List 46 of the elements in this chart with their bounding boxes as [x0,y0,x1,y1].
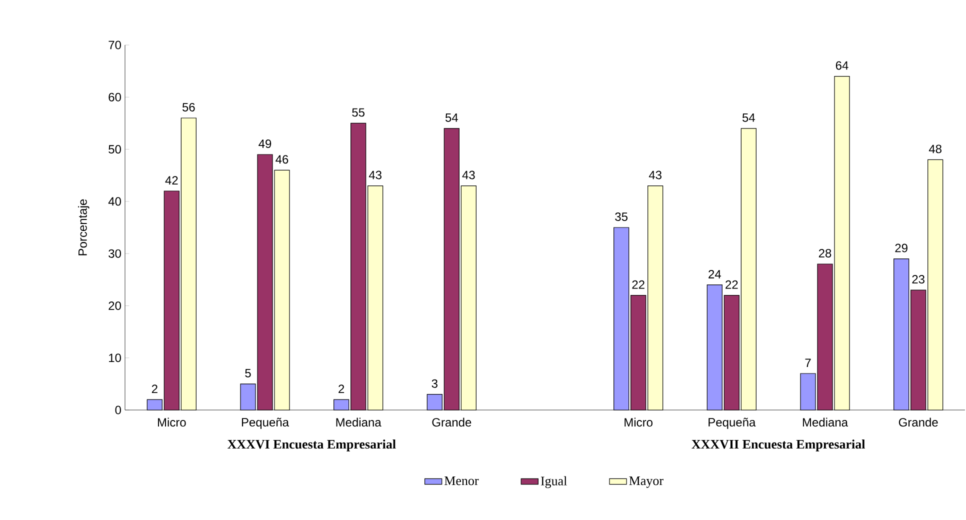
data-label: 7 [805,358,811,367]
y-tick-label: 30 [108,249,122,258]
text: XXXVI Encuesta Empresarial [228,440,396,452]
x-tick-label: Micro [624,418,652,427]
x-tick-label: Micro [158,418,186,427]
y-tick-label: 20 [108,301,122,310]
x-tick-label: Mediana [802,418,848,427]
data-label: 22 [726,280,738,289]
x-tick-label: Mediana [336,418,382,427]
data-label: 43 [462,170,475,180]
data-label: 48 [928,144,942,154]
data-label: 54 [742,114,755,122]
x-tick-label: Grande [898,418,938,427]
data-label: 43 [368,170,382,180]
data-label: 2 [152,384,158,394]
data-label: 24 [708,270,721,278]
data-label: 42 [165,176,178,184]
legend-label: Mayor [629,476,664,488]
data-label: 5 [245,369,251,378]
data-label: 56 [182,102,195,112]
text: XXXVII Encuesta Empresarial [692,440,866,452]
data-label: 22 [632,280,644,289]
data-label: 64 [836,61,848,70]
y-tick-label: 70 [108,40,122,50]
data-label: 49 [258,139,272,148]
x-tick-label: Pequeña [708,418,756,429]
data-label: 43 [648,170,662,180]
data-label: 3 [432,379,438,388]
y-tick-label: 0 [115,406,122,414]
data-label: 28 [818,248,832,258]
y-tick-label: 60 [108,92,122,102]
legend-label: Menor [444,476,479,486]
y-axis-title: Porcentaje [78,199,90,256]
y-tick-label: 50 [108,145,122,154]
data-label: 54 [445,114,458,122]
x-tick-label: Pequeña [242,418,290,429]
y-tick-label: 40 [108,197,122,206]
data-label: 46 [276,155,288,164]
data-label: 55 [352,108,364,117]
data-label: 29 [895,244,908,252]
x-tick-label: Grande [432,418,472,427]
data-label: 35 [615,212,628,221]
data-label: 23 [912,275,924,284]
data-label: 2 [338,384,344,394]
legend-label: Igual [540,476,567,488]
y-tick-label: 10 [109,354,122,362]
